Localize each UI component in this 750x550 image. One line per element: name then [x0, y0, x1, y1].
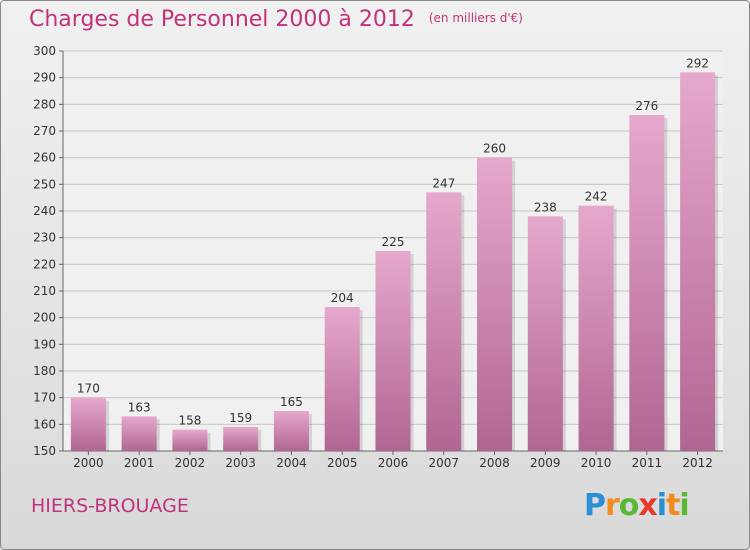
x-tick-label: 2006: [378, 456, 409, 470]
logo-letter: P: [584, 488, 606, 523]
x-tick-label: 2003: [225, 456, 256, 470]
x-tick-label: 2005: [327, 456, 358, 470]
bar-2004: [273, 411, 309, 451]
bar-2007: [426, 192, 462, 452]
y-tick-label: 290: [33, 71, 56, 85]
logo-letter: o: [618, 488, 640, 523]
bar-2006: [375, 251, 411, 451]
y-tick-label: 190: [33, 337, 56, 351]
y-tick-label: 220: [33, 257, 56, 271]
logo-letter: i: [656, 488, 667, 523]
bar-2001: [121, 416, 157, 451]
data-label: 204: [331, 291, 354, 305]
chart-title: Charges de Personnel 2000 à 2012 (en mill…: [29, 7, 523, 32]
x-tick-label: 2012: [682, 456, 713, 470]
data-label: 225: [382, 235, 405, 249]
data-label: 276: [635, 99, 658, 113]
x-tick-label: 2008: [479, 456, 510, 470]
bar-2003: [223, 427, 259, 451]
y-tick-label: 300: [33, 44, 56, 58]
place-name: HIERS-BROUAGE: [31, 495, 189, 517]
y-tick-label: 170: [33, 391, 56, 405]
y-tick-label: 280: [33, 97, 56, 111]
y-tick-label: 230: [33, 231, 56, 245]
bar-2011: [629, 115, 665, 451]
bar-2002: [172, 429, 208, 451]
proxiti-logo: Proxiti: [584, 488, 690, 523]
logo-letter: t: [666, 488, 680, 523]
data-label: 159: [229, 411, 252, 425]
logo-letter: i: [679, 488, 689, 523]
x-tick-label: 2007: [428, 456, 459, 470]
logo-letter: r: [605, 488, 620, 523]
bar-2010: [578, 205, 614, 451]
data-label: 165: [280, 395, 303, 409]
x-tick-label: 2011: [632, 456, 663, 470]
y-tick-label: 240: [33, 204, 56, 218]
data-label: 292: [686, 56, 709, 70]
data-label: 242: [585, 190, 608, 204]
y-tick-label: 200: [33, 311, 56, 325]
data-label: 238: [534, 200, 557, 214]
title-text: Charges de Personnel 2000 à 2012: [29, 7, 415, 32]
bar-2000: [70, 397, 106, 451]
data-label: 170: [77, 382, 100, 396]
data-label: 158: [178, 414, 201, 428]
data-label: 163: [128, 400, 151, 414]
logo-letter: x: [638, 488, 657, 523]
y-tick-label: 160: [33, 417, 56, 431]
y-tick-label: 180: [33, 364, 56, 378]
x-tick-label: 2010: [581, 456, 612, 470]
x-tick-label: 2001: [124, 456, 155, 470]
bar-2008: [477, 157, 513, 451]
x-tick-label: 2002: [175, 456, 206, 470]
x-tick-label: 2004: [276, 456, 307, 470]
y-tick-label: 250: [33, 177, 56, 191]
y-tick-label: 150: [33, 444, 56, 458]
data-label: 260: [483, 142, 506, 156]
data-label: 247: [432, 176, 455, 190]
chart-subtitle: (en milliers d'€): [428, 11, 523, 25]
y-tick-label: 210: [33, 284, 56, 298]
bar-2005: [324, 307, 360, 451]
y-tick-label: 270: [33, 124, 56, 138]
x-tick-label: 2009: [530, 456, 561, 470]
bar-2009: [527, 216, 563, 451]
y-tick-label: 260: [33, 151, 56, 165]
x-tick-label: 2000: [73, 456, 104, 470]
bar-2012: [680, 72, 716, 451]
